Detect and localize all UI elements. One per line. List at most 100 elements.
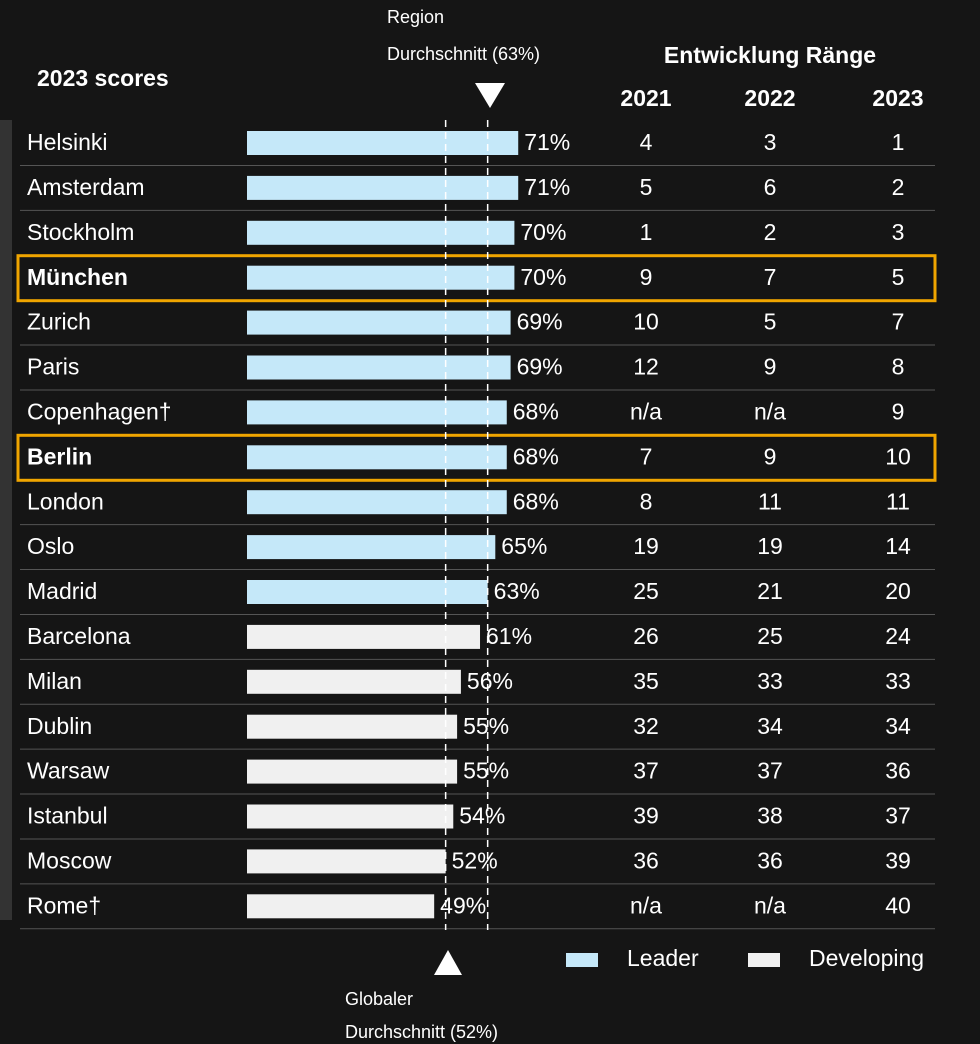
rank-cell: 33 (885, 668, 911, 694)
legend-label: Leader (627, 945, 699, 971)
bar (247, 265, 515, 290)
rank-cell: 8 (640, 488, 653, 514)
rank-cell: 1 (892, 129, 905, 155)
rank-cell: 36 (885, 758, 911, 784)
rank-cell: 4 (640, 129, 653, 155)
rank-cell: 7 (764, 264, 777, 290)
rank-column-header: 2023 (872, 85, 923, 111)
bar (247, 580, 488, 604)
rank-cell: 5 (640, 174, 653, 200)
bar (247, 131, 519, 155)
value-label: 61% (486, 623, 532, 649)
rank-cell: 40 (885, 892, 911, 918)
city-label: Amsterdam (27, 174, 145, 200)
value-label: 68% (513, 398, 559, 424)
reference-label: Durchschnitt (63%) (387, 44, 540, 64)
city-label: Copenhagen† (27, 398, 172, 424)
bar (247, 490, 507, 515)
bar (247, 894, 435, 919)
rank-cell: 6 (764, 174, 777, 200)
rank-column-header: 2022 (744, 85, 795, 111)
city-label: London (27, 488, 104, 514)
rank-cell: 38 (757, 803, 783, 829)
rank-cell: 20 (885, 578, 911, 604)
value-label: 65% (501, 533, 547, 559)
city-label: Warsaw (27, 758, 110, 784)
rank-cell: 10 (633, 309, 659, 335)
rank-cell: 39 (885, 847, 911, 873)
rank-cell: 34 (757, 713, 783, 739)
rank-cell: 25 (633, 578, 659, 604)
side-strip (0, 120, 12, 920)
rank-cell: 8 (892, 354, 905, 380)
rank-cell: 10 (885, 443, 911, 469)
rank-cell: 37 (757, 758, 783, 784)
value-label: 56% (467, 668, 513, 694)
rank-cell: 5 (892, 264, 905, 290)
city-label: Oslo (27, 533, 74, 559)
global-marker (434, 950, 462, 975)
city-label: Istanbul (27, 803, 108, 829)
legend-label: Developing (809, 945, 924, 971)
rank-cell: 9 (640, 264, 653, 290)
reference-label: Region (387, 7, 444, 27)
value-label: 49% (440, 892, 486, 918)
bar (247, 714, 458, 739)
rank-cell: 14 (885, 533, 911, 559)
rank-cell: 2 (764, 219, 777, 245)
city-label: Madrid (27, 578, 97, 604)
rank-cell: n/a (754, 398, 786, 424)
reference-label: Durchschnitt (52%) (345, 1022, 498, 1042)
bar (247, 220, 515, 245)
city-label: Paris (27, 354, 79, 380)
chart-title: 2023 scores (37, 65, 169, 91)
region-marker (475, 83, 505, 108)
rank-cell: 3 (764, 129, 777, 155)
rank-cell: 21 (757, 578, 783, 604)
bar (247, 355, 511, 380)
city-label: Moscow (27, 847, 112, 873)
bar (247, 759, 458, 784)
bar (247, 849, 446, 874)
legend-swatch (566, 953, 598, 967)
bar (247, 400, 507, 425)
bar (247, 624, 481, 649)
bar (247, 175, 519, 200)
rank-cell: 7 (640, 443, 653, 469)
rank-cell: 24 (885, 623, 911, 649)
value-label: 68% (513, 488, 559, 514)
rank-cell: 1 (640, 219, 653, 245)
rank-cell: 36 (633, 847, 659, 873)
rank-cell: 9 (764, 354, 777, 380)
rank-cell: n/a (754, 892, 786, 918)
rank-cell: 5 (764, 309, 777, 335)
ranks-title: Entwicklung Ränge (664, 42, 876, 68)
rank-cell: 3 (892, 219, 905, 245)
bar (247, 535, 496, 560)
rank-cell: 36 (757, 847, 783, 873)
rank-cell: 37 (885, 803, 911, 829)
rank-cell: n/a (630, 892, 662, 918)
value-label: 54% (459, 803, 505, 829)
city-label: Berlin (27, 443, 92, 469)
rank-cell: 11 (758, 488, 782, 514)
city-label: München (27, 264, 128, 290)
value-label: 70% (520, 219, 566, 245)
bar (247, 310, 511, 335)
city-label: Helsinki (27, 129, 108, 155)
city-label: Stockholm (27, 219, 134, 245)
value-label: 71% (524, 174, 570, 200)
rank-cell: 25 (757, 623, 783, 649)
rank-cell: n/a (630, 398, 662, 424)
rank-cell: 39 (633, 803, 659, 829)
rank-cell: 33 (757, 668, 783, 694)
rank-cell: 19 (633, 533, 659, 559)
city-label: Milan (27, 668, 82, 694)
legend-swatch (748, 953, 780, 967)
rank-cell: 2 (892, 174, 905, 200)
rank-cell: 34 (885, 713, 911, 739)
highlight-box (16, 254, 937, 303)
bar (247, 669, 461, 694)
